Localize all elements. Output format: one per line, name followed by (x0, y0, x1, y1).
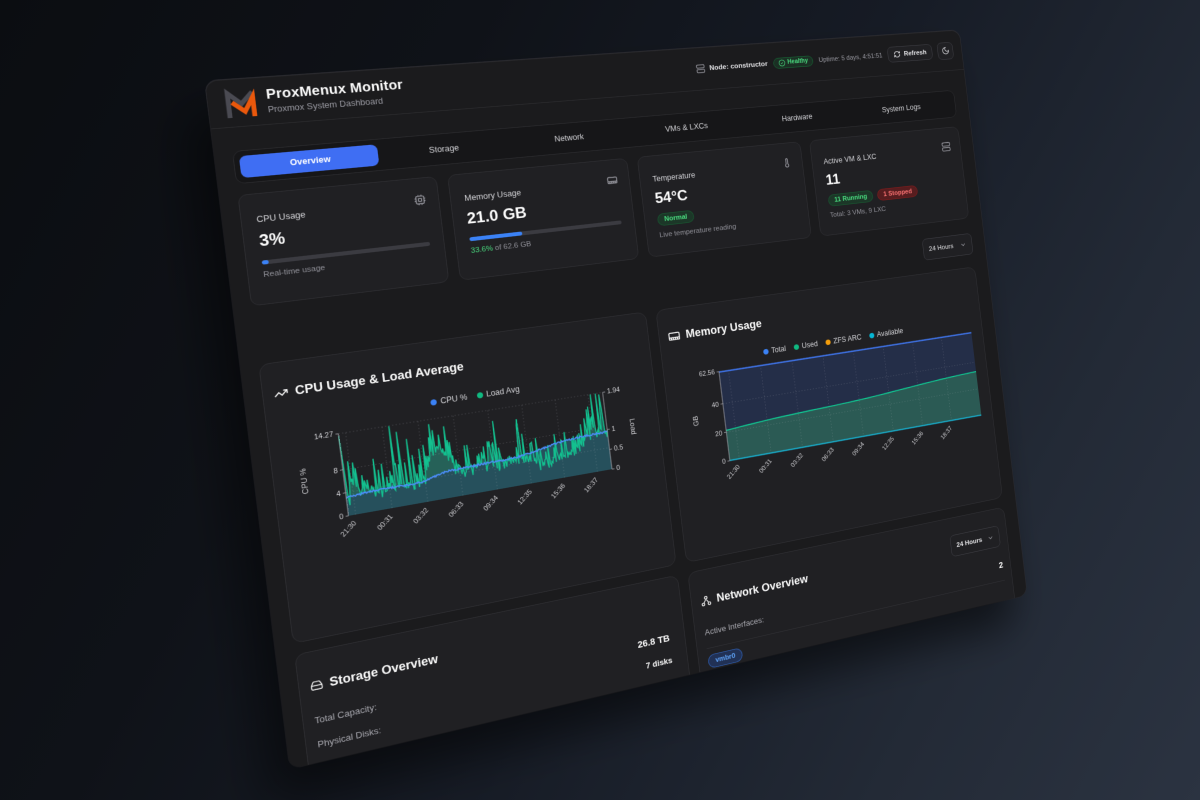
svg-text:CPU %: CPU % (297, 467, 310, 495)
svg-text:14.27: 14.27 (314, 431, 334, 442)
svg-text:06:33: 06:33 (447, 500, 466, 519)
svg-text:1: 1 (611, 425, 616, 433)
svg-text:Load: Load (628, 418, 638, 436)
svg-text:20: 20 (715, 429, 723, 438)
svg-text:15:36: 15:36 (549, 482, 567, 500)
svg-text:21:30: 21:30 (339, 519, 359, 539)
svg-text:15:36: 15:36 (910, 430, 925, 447)
svg-text:62.56: 62.56 (699, 369, 716, 379)
svg-text:03:32: 03:32 (411, 506, 430, 525)
svg-text:0.5: 0.5 (614, 443, 625, 452)
svg-text:18:37: 18:37 (582, 476, 599, 494)
svg-text:40: 40 (711, 401, 719, 410)
svg-text:8: 8 (333, 467, 339, 476)
svg-text:GB: GB (691, 415, 700, 427)
svg-text:06:33: 06:33 (820, 446, 835, 463)
svg-text:21:30: 21:30 (726, 463, 742, 481)
svg-text:00:31: 00:31 (375, 513, 394, 532)
svg-text:12:35: 12:35 (881, 435, 896, 452)
svg-text:09:34: 09:34 (851, 440, 866, 457)
svg-text:03:32: 03:32 (789, 452, 804, 469)
svg-text:0: 0 (339, 513, 345, 522)
svg-text:18:37: 18:37 (939, 425, 953, 441)
svg-text:12:35: 12:35 (516, 488, 534, 507)
svg-text:0: 0 (616, 464, 621, 472)
svg-text:00:31: 00:31 (758, 457, 774, 474)
svg-text:1.94: 1.94 (607, 386, 621, 396)
svg-text:0: 0 (722, 458, 727, 466)
svg-text:4: 4 (336, 490, 342, 499)
svg-text:09:34: 09:34 (482, 494, 500, 513)
